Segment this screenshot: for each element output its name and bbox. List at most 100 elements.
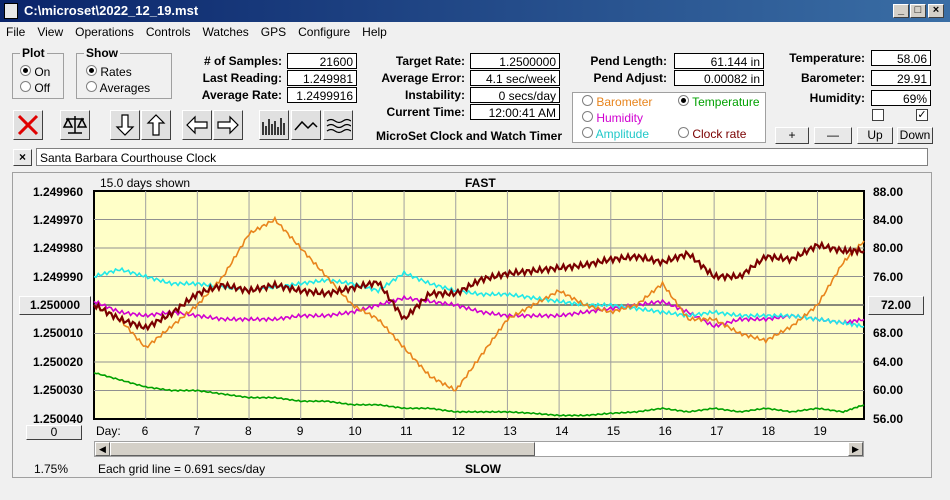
right-tick: 56.00 [873,412,904,426]
pend-adjust-value: 0.00082 in [674,70,764,86]
menu-file[interactable]: File [6,25,26,39]
menu-bar: File View Operations Controls Watches GPS Conf… [0,22,950,42]
radio-dot[interactable] [582,95,593,106]
scroll-thumb[interactable] [110,442,535,456]
menu-operations[interactable]: Operations [75,25,134,39]
stop-button[interactable] [13,110,43,140]
series-amplitude [93,266,865,329]
day-tick-label: 14 [555,424,569,438]
plot-group-label: Plot [20,46,47,60]
left-tick: 1.250030 [32,383,83,397]
right-tick: 88.00 [873,185,904,199]
instability-label: Instability: [404,88,465,102]
wave-icon [326,118,351,134]
menu-gps[interactable]: GPS [260,25,287,39]
menu-configure[interactable]: Configure [298,25,351,39]
menu-help[interactable]: Help [362,25,387,39]
left-tick: 1.250040 [32,412,83,426]
scale-down-button[interactable]: Down [897,127,933,144]
checkbox-2[interactable]: ✓ [916,109,928,121]
scale-up-button[interactable]: Up [857,127,893,144]
app-icon [4,3,18,19]
radio-dot[interactable] [20,65,31,76]
scale-plus-button[interactable]: + [775,127,809,144]
radio-dot[interactable] [678,95,689,106]
arrow-right-button[interactable] [213,110,243,140]
radio-dot[interactable] [86,65,97,76]
channel-temperature[interactable]: Temperature [678,95,760,109]
show-rates-label: Rates [100,65,132,79]
balance-button[interactable] [60,110,90,140]
show-group-label: Show [84,46,120,60]
menu-controls[interactable]: Controls [145,25,191,39]
channel-clock-rate[interactable]: Clock rate [678,127,746,141]
left-tick: 1.250020 [32,355,83,369]
bar-graph-button[interactable] [259,110,289,140]
radio-dot[interactable] [678,127,689,138]
arrow-up-button[interactable] [141,110,171,140]
scale-minus-button[interactable]: — [814,127,852,144]
red-x-icon [17,114,39,136]
day-tick-label: 11 [400,424,413,438]
day-tick-label: 9 [296,424,304,438]
channel-humidity[interactable]: Humidity [582,111,643,125]
scroll-left-arrow-icon[interactable]: ◀ [95,442,110,456]
show-rates-radio[interactable]: Rates [86,65,132,79]
average-rate-value: 1.2499916 [287,87,357,103]
channel-amplitude-label: Amplitude [595,127,650,141]
zero-button[interactable]: 0 [26,425,82,440]
clear-clock-button[interactable]: × [13,149,32,166]
channel-amplitude[interactable]: Amplitude [582,127,649,141]
left-tick: 1.249970 [32,213,83,227]
radio-dot[interactable] [86,81,97,92]
plot-on-radio[interactable]: On [20,65,50,79]
maximize-button[interactable]: □ [910,4,926,18]
minimize-button[interactable]: _ [893,4,909,18]
scroll-right-arrow-icon[interactable]: ▶ [848,442,863,456]
target-rate-label: Target Rate: [395,54,465,68]
current-time-value: 12:00:41 AM [470,104,560,120]
barometer-value: 29.91 [871,70,931,86]
right-tick: 76.00 [873,270,904,284]
center-rate-button[interactable]: 1.250000 [19,296,91,315]
checkbox-1[interactable] [872,109,884,121]
day-label: Day: [96,424,121,438]
left-tick: 1.250010 [32,326,83,340]
close-window-button[interactable]: × [928,4,944,18]
wave-graph-button[interactable] [323,110,353,140]
instability-value: 0 secs/day [470,87,560,103]
arrow-down-button[interactable] [110,110,140,140]
series-barometer [93,215,865,392]
channel-barometer-label: Barometer [596,95,653,109]
day-tick-label: 7 [193,424,201,438]
radio-dot[interactable] [20,81,31,92]
last-reading-label: Last Reading: [202,71,282,85]
pend-length-value: 61.144 in [674,53,764,69]
samples-label: # of Samples: [203,54,282,68]
radio-dot[interactable] [582,127,593,138]
scroll-track[interactable] [535,442,848,456]
plot-off-radio[interactable]: Off [20,81,50,95]
arrow-right-icon [217,115,239,135]
radio-dot[interactable] [582,111,593,122]
menu-watches[interactable]: Watches [202,25,249,39]
show-averages-radio[interactable]: Averages [86,81,150,95]
data-series [93,215,865,417]
clock-name-field[interactable]: Santa Barbara Courthouse Clock [36,148,928,166]
arrow-left-button[interactable] [182,110,212,140]
channel-barometer[interactable]: Barometer [582,95,652,109]
series-clock-rate [93,240,865,332]
pend-length-label: Pend Length: [590,54,667,68]
right-tick: 84.00 [873,213,904,227]
average-rate-label: Average Rate: [201,88,282,102]
right-center-button[interactable]: 72.00 [868,296,924,315]
last-reading-value: 1.249981 [287,70,357,86]
right-tick: 60.00 [873,383,904,397]
line-graph-icon [294,120,318,131]
horizontal-scrollbar[interactable]: ◀ ▶ [94,441,864,457]
line-graph-button[interactable] [291,110,321,140]
samples-value: 21600 [287,53,357,69]
menu-view[interactable]: View [37,25,64,39]
day-tick-label: 10 [348,424,362,438]
